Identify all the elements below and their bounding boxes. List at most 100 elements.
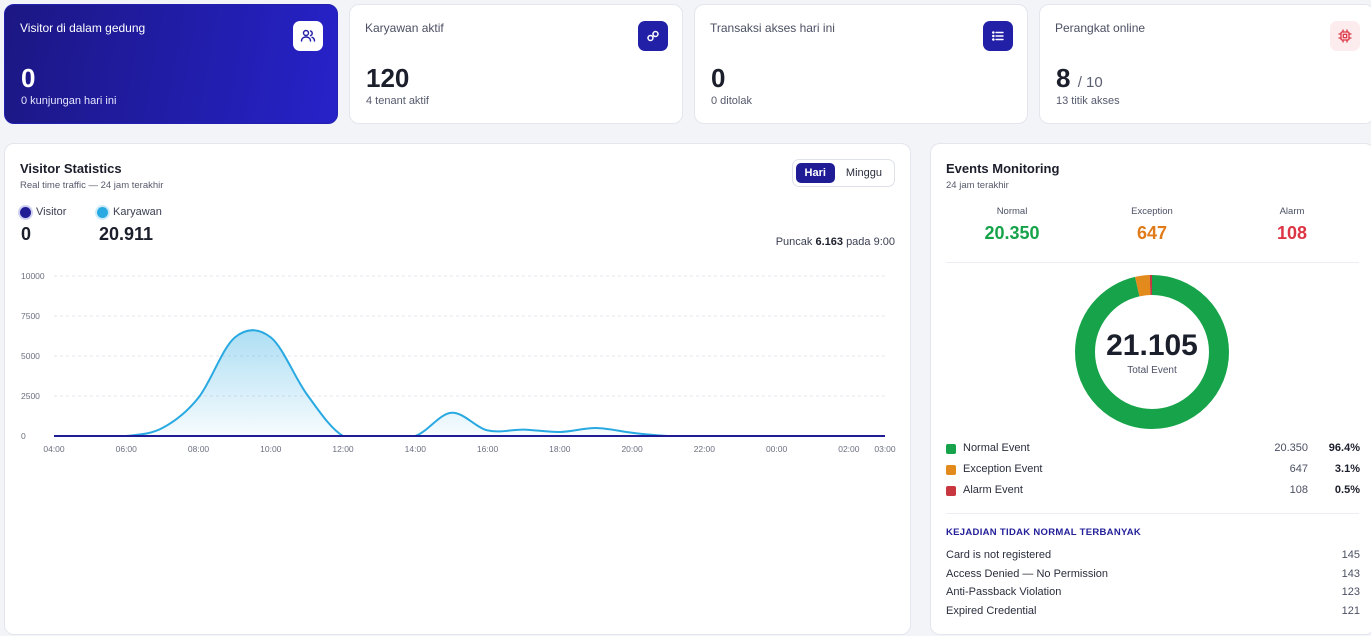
- x-tick-label: 04:00: [43, 444, 65, 454]
- legend-percent: 0.5%: [1334, 484, 1360, 496]
- panel-title: Visitor Statistics: [20, 161, 122, 176]
- x-tick-label: 06:00: [116, 444, 138, 454]
- employee-dot-icon: [97, 206, 108, 218]
- visitor-dot-icon: [20, 206, 31, 218]
- stat-title: Perangkat online: [1055, 21, 1146, 35]
- stat-value: 0: [21, 63, 36, 93]
- abnormal-name: Access Denied — No Permission: [946, 568, 1109, 580]
- legend-value-visitor: 0: [21, 224, 32, 244]
- x-tick-label: 00:00: [766, 444, 788, 454]
- legend-name: Exception Event: [963, 463, 1043, 475]
- legend-value-employee: 20.911: [99, 224, 154, 244]
- stat-subtext: 0 ditolak: [711, 95, 752, 107]
- x-tick-label: 20:00: [621, 444, 643, 454]
- toggle-day-button[interactable]: Hari: [795, 163, 835, 183]
- events-donut: 21.105 Total Event: [1074, 274, 1230, 430]
- summary-value: 108: [1276, 223, 1308, 243]
- divider: [946, 513, 1359, 514]
- abnormal-name: Expired Credential: [946, 605, 1037, 617]
- traffic-chart: 0 2500 5000 7500 10000 04:00 06:00 08:00 10:00 12…: [21, 271, 896, 454]
- toggle-week-button[interactable]: Minggu: [845, 167, 882, 179]
- abnormal-row: Anti-Passback Violation 123: [946, 586, 1360, 600]
- legend-name: Normal Event: [963, 442, 1030, 454]
- abnormal-row: Expired Credential 121: [946, 605, 1360, 619]
- legend-row-exception: Exception Event 647 3.1%: [946, 463, 1360, 477]
- stat-card-employees: Karyawan aktif 120 4 tenant aktif: [349, 4, 683, 124]
- stat-value-number: 8: [1056, 63, 1071, 93]
- y-tick-label: 5000: [21, 351, 40, 361]
- abnormal-name: Card is not registered: [946, 549, 1052, 561]
- legend-employee[interactable]: Karyawan: [97, 206, 162, 218]
- peak-info: Puncak 6.163 pada 9:00: [776, 236, 895, 248]
- stat-subtext: 0 kunjungan hari ini: [21, 95, 117, 107]
- summary-alarm: Alarm 108: [1232, 206, 1352, 244]
- summary-value: 647: [1136, 223, 1168, 243]
- legend-percent: 96.4%: [1328, 442, 1360, 454]
- y-tick-label: 2500: [21, 391, 40, 401]
- summary-label: Normal: [996, 206, 1028, 217]
- peak-prefix: Puncak: [775, 236, 813, 248]
- x-tick-label: 22:00: [694, 444, 716, 454]
- alarm-square-icon: [946, 486, 956, 496]
- stat-subtext: 4 tenant aktif: [366, 95, 429, 107]
- x-tick-label: 18:00: [549, 444, 571, 454]
- stat-value: 0: [711, 63, 726, 93]
- events-monitoring-panel: Events Monitoring 24 jam terakhir Normal…: [930, 143, 1371, 635]
- users-icon: [293, 21, 323, 51]
- peak-value: 6.163: [815, 236, 843, 248]
- normal-square-icon: [946, 444, 956, 454]
- total-event-label: Total Event: [1127, 364, 1177, 376]
- legend-count: 20.350: [1274, 442, 1308, 454]
- x-tick-label: 14:00: [405, 444, 427, 454]
- abnormal-count: 145: [1341, 549, 1360, 561]
- legend-row-alarm: Alarm Event 108 0.5%: [946, 484, 1360, 498]
- y-tick-label: 0: [21, 431, 26, 441]
- summary-normal: Normal 20.350: [952, 206, 1072, 244]
- divider: [946, 262, 1359, 263]
- summary-value: 20.350: [984, 223, 1040, 243]
- abnormal-row: Card is not registered 145: [946, 549, 1360, 563]
- y-tick-label: 7500: [21, 311, 40, 321]
- abnormal-count: 143: [1341, 568, 1360, 580]
- stat-value-denominator: / 10: [1077, 74, 1103, 91]
- panel-subtitle: Real time traffic — 24 jam terakhir: [20, 180, 164, 191]
- chip-icon: [1330, 21, 1360, 51]
- y-tick-label: 10000: [21, 271, 45, 281]
- summary-label: Exception: [1131, 206, 1173, 217]
- stat-title: Transaksi akses hari ini: [710, 21, 835, 35]
- stat-title: Visitor di dalam gedung: [20, 21, 146, 35]
- summary-exception: Exception 647: [1092, 206, 1212, 244]
- donut-segment-alarm-event: [1075, 275, 1229, 429]
- list-icon: [983, 21, 1013, 51]
- stat-card-visitors: Visitor di dalam gedung 0 0 kunjungan ha…: [4, 4, 338, 124]
- legend-visitor[interactable]: Visitor: [20, 206, 66, 218]
- legend-label: Karyawan: [113, 206, 162, 218]
- stat-subtext: 13 titik akses: [1056, 95, 1120, 107]
- exception-square-icon: [946, 465, 956, 475]
- panel-title: Events Monitoring: [946, 161, 1060, 176]
- peak-suffix: pada 9:00: [846, 236, 895, 248]
- stat-value: 120: [366, 63, 410, 93]
- range-toggle: Hari Minggu: [791, 159, 895, 187]
- x-tick-label: 03:00: [874, 444, 896, 454]
- legend-name: Alarm Event: [963, 484, 1023, 496]
- abnormal-count: 123: [1341, 586, 1360, 598]
- panel-subtitle: 24 jam terakhir: [946, 180, 1009, 191]
- summary-label: Alarm: [1279, 206, 1305, 217]
- x-tick-label: 02:00: [838, 444, 860, 454]
- visitor-statistics-panel: Visitor Statistics Real time traffic — 2…: [4, 143, 911, 635]
- stat-card-devices: Perangkat online 8 / 10 13 titik akses: [1039, 4, 1371, 124]
- legend-label: Visitor: [36, 206, 67, 218]
- legend-count: 108: [1289, 484, 1308, 496]
- abnormal-name: Anti-Passback Violation: [946, 586, 1062, 598]
- link-icon: [638, 21, 668, 51]
- legend-percent: 3.1%: [1334, 463, 1360, 475]
- x-tick-label: 12:00: [332, 444, 354, 454]
- x-tick-label: 16:00: [477, 444, 499, 454]
- stat-value: 8 / 10: [1056, 63, 1103, 94]
- total-event-value: 21.105: [1106, 328, 1198, 362]
- x-tick-label: 10:00: [260, 444, 282, 454]
- stat-title: Karyawan aktif: [365, 21, 444, 35]
- legend-row-normal: Normal Event 20.350 96.4%: [946, 442, 1360, 456]
- donut-chart: [1075, 275, 1229, 429]
